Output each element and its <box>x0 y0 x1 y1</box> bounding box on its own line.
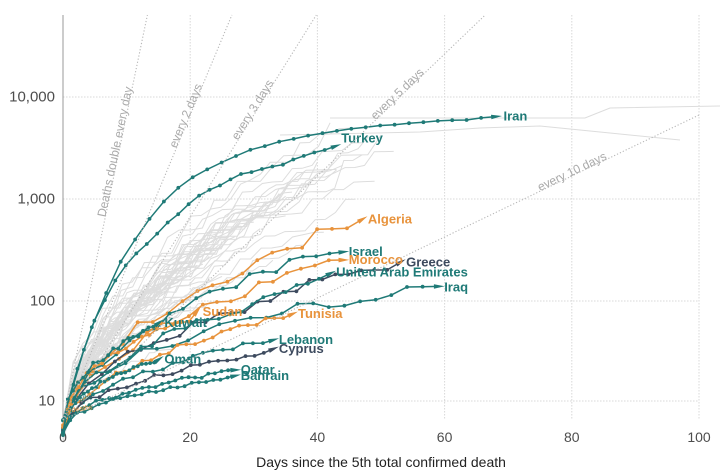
svg-text:Sudan: Sudan <box>203 304 243 319</box>
svg-text:Bahrain: Bahrain <box>241 368 289 383</box>
svg-text:Turkey: Turkey <box>341 130 383 145</box>
svg-text:Days since the 5th total confi: Days since the 5th total confirmed death <box>256 454 506 470</box>
svg-text:100: 100 <box>30 293 55 310</box>
svg-text:Deaths double every day: Deaths double every day <box>94 85 135 218</box>
svg-text:every 5 days: every 5 days <box>368 65 427 122</box>
svg-text:60: 60 <box>437 429 453 445</box>
svg-text:Tunisia: Tunisia <box>298 306 343 321</box>
svg-text:every 3 days: every 3 days <box>228 77 276 142</box>
svg-text:Cyprus: Cyprus <box>279 341 324 356</box>
svg-text:Kuwait: Kuwait <box>164 315 207 330</box>
svg-text:Algeria: Algeria <box>368 212 413 227</box>
svg-text:1,000: 1,000 <box>17 191 55 208</box>
svg-text:Iran: Iran <box>504 109 528 124</box>
svg-text:100: 100 <box>687 429 711 445</box>
svg-text:20: 20 <box>182 429 198 445</box>
svg-text:10,000: 10,000 <box>9 89 55 106</box>
svg-text:every 2 days: every 2 days <box>166 82 205 150</box>
svg-text:40: 40 <box>310 429 326 445</box>
svg-text:10: 10 <box>38 393 55 410</box>
svg-text:United Arab Emirates: United Arab Emirates <box>336 265 468 280</box>
svg-text:80: 80 <box>564 429 580 445</box>
svg-text:Oman: Oman <box>164 352 201 367</box>
svg-text:Iraq: Iraq <box>444 279 468 294</box>
